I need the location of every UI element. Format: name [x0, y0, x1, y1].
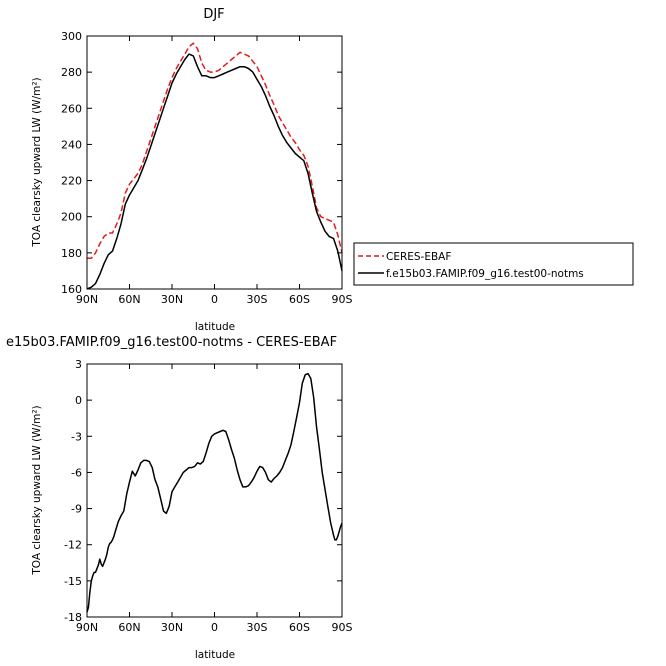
top-y-tick-label: 200 — [61, 211, 82, 224]
top-x-tick-label: 90S — [332, 293, 353, 306]
bottom-x-tick-label: 90N — [76, 621, 98, 634]
bottom-x-tick-label: 0 — [211, 621, 218, 634]
top-x-tick-label: 90N — [76, 293, 98, 306]
top-x-tick-label: 30N — [161, 293, 183, 306]
bottom-x-tick-label: 60N — [118, 621, 140, 634]
bottom-y-tick-label: -15 — [64, 575, 82, 588]
top-y-tick-label: 220 — [61, 175, 82, 188]
bottom-plot-frame — [86, 363, 343, 618]
top-y-tick-label: 240 — [61, 138, 82, 151]
top-x-tick-labels: 90N 60N 30N 0 30S 60S 90S — [76, 293, 353, 306]
bottom-y-tick-label: 0 — [75, 394, 82, 407]
bottom-series-lines — [86, 372, 343, 613]
legend-label-model: f.e15b03.FAMIP.f09_g16.test00-notms — [386, 268, 584, 280]
top-y-tick-label: 160 — [61, 283, 82, 296]
bottom-x-tick-label: 90S — [332, 621, 353, 634]
top-x-tick-label: 0 — [211, 293, 218, 306]
top-x-tick-label: 30S — [247, 293, 268, 306]
bottom-y-tick-label: -9 — [71, 503, 82, 516]
bottom-y-tick-label: -18 — [64, 611, 82, 624]
bottom-x-axis-label: latitude — [195, 649, 235, 661]
bottom-panel: e15b03.FAMIP.f09_g16.test00-notms - CERE… — [6, 335, 353, 661]
bottom-y-tick-label: -3 — [71, 430, 82, 443]
bottom-axis-ticks — [86, 363, 343, 618]
top-y-tick-label: 300 — [61, 30, 82, 43]
top-y-tick-label: 260 — [61, 102, 82, 115]
top-panel: DJF 160 180 200 220 240 260 280 300 90N 60N 30N 0 3… — [31, 7, 353, 333]
legend-label-ceres: CERES-EBAF — [386, 251, 451, 263]
bottom-y-tick-labels: -18 -15 -12 -9 -6 -3 0 3 — [64, 358, 82, 624]
bottom-x-tick-label: 30N — [161, 621, 183, 634]
legend: CERES-EBAF f.e15b03.FAMIP.f09_g16.test00… — [353, 242, 634, 286]
top-y-tick-labels: 160 180 200 220 240 260 280 300 — [61, 30, 82, 296]
bottom-x-tick-labels: 90N 60N 30N 0 30S 60S 90S — [76, 621, 353, 634]
top-series-lines — [86, 42, 343, 290]
bottom-y-tick-label: -12 — [64, 539, 82, 552]
top-plot-frame — [86, 35, 343, 290]
top-chart-title: DJF — [203, 7, 224, 22]
top-y-axis-label: TOA clearsky upward LW (W/m²) — [31, 77, 43, 247]
top-x-tick-label: 60S — [289, 293, 310, 306]
top-x-tick-label: 60N — [118, 293, 140, 306]
top-series-line-0 — [87, 42, 343, 260]
bottom-chart-title: e15b03.FAMIP.f09_g16.test00-notms - CERE… — [6, 335, 337, 350]
top-x-axis-label: latitude — [195, 321, 235, 333]
bottom-y-tick-label: -6 — [71, 466, 82, 479]
bottom-y-tick-label: 3 — [75, 358, 82, 371]
bottom-series-line-0 — [86, 372, 343, 613]
bottom-y-axis-label: TOA clearsky upward LW (W/m²) — [31, 405, 43, 575]
bottom-x-tick-label: 60S — [289, 621, 310, 634]
top-series-line-1 — [86, 53, 343, 290]
legend-box — [353, 242, 634, 286]
top-y-tick-label: 180 — [61, 247, 82, 260]
bottom-x-tick-label: 30S — [247, 621, 268, 634]
top-y-tick-label: 280 — [61, 66, 82, 79]
